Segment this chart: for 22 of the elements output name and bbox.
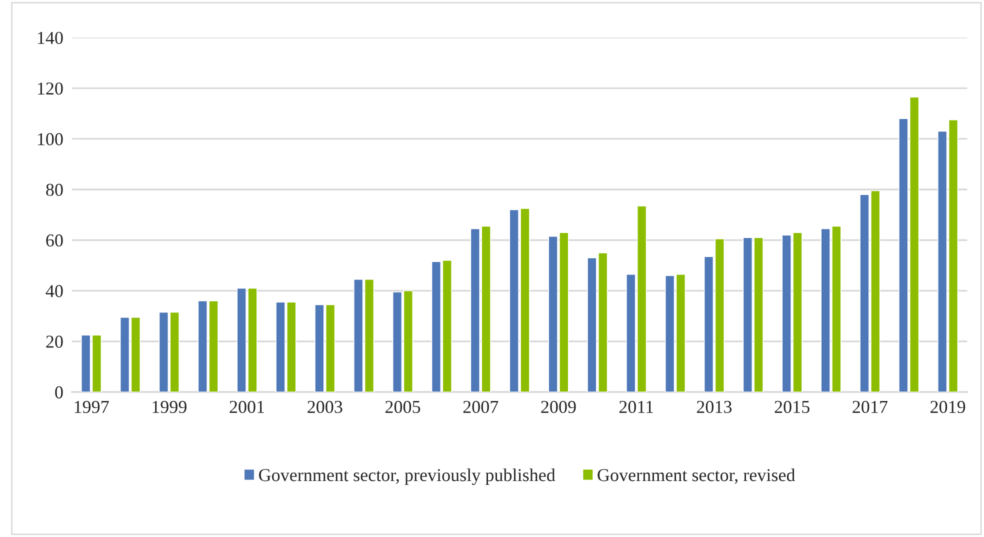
x-tick-label: 1997 bbox=[74, 400, 109, 414]
x-tick-label: 2007 bbox=[463, 400, 498, 414]
y-tick-label: 80 bbox=[46, 184, 63, 196]
y-tick-label: 100 bbox=[38, 133, 63, 146]
y-tick-label: 60 bbox=[46, 234, 63, 247]
x-tick-label: 2001 bbox=[230, 400, 264, 414]
x-tick-label: 2013 bbox=[696, 400, 732, 414]
x-tick-label: 2017 bbox=[852, 400, 888, 414]
y-tick-label: 0 bbox=[55, 386, 63, 398]
legend-label: Government sector, previously published bbox=[259, 468, 556, 485]
y-tick-label: 40 bbox=[46, 285, 63, 298]
x-tick-label: 2015 bbox=[774, 400, 810, 414]
x-tick-label: 2003 bbox=[308, 400, 342, 414]
legend-label: Government sector, revised bbox=[598, 468, 796, 484]
y-tick-label: 20 bbox=[46, 336, 63, 348]
y-tick-label: 120 bbox=[38, 82, 63, 95]
y-tick-label: 140 bbox=[38, 32, 63, 44]
x-tick-label: 2005 bbox=[385, 400, 420, 414]
x-tick-label: 1999 bbox=[152, 400, 186, 414]
x-tick-label: 2019 bbox=[930, 400, 966, 414]
x-tick-label: 2011 bbox=[619, 400, 653, 414]
x-tick-label: 2009 bbox=[541, 400, 576, 414]
